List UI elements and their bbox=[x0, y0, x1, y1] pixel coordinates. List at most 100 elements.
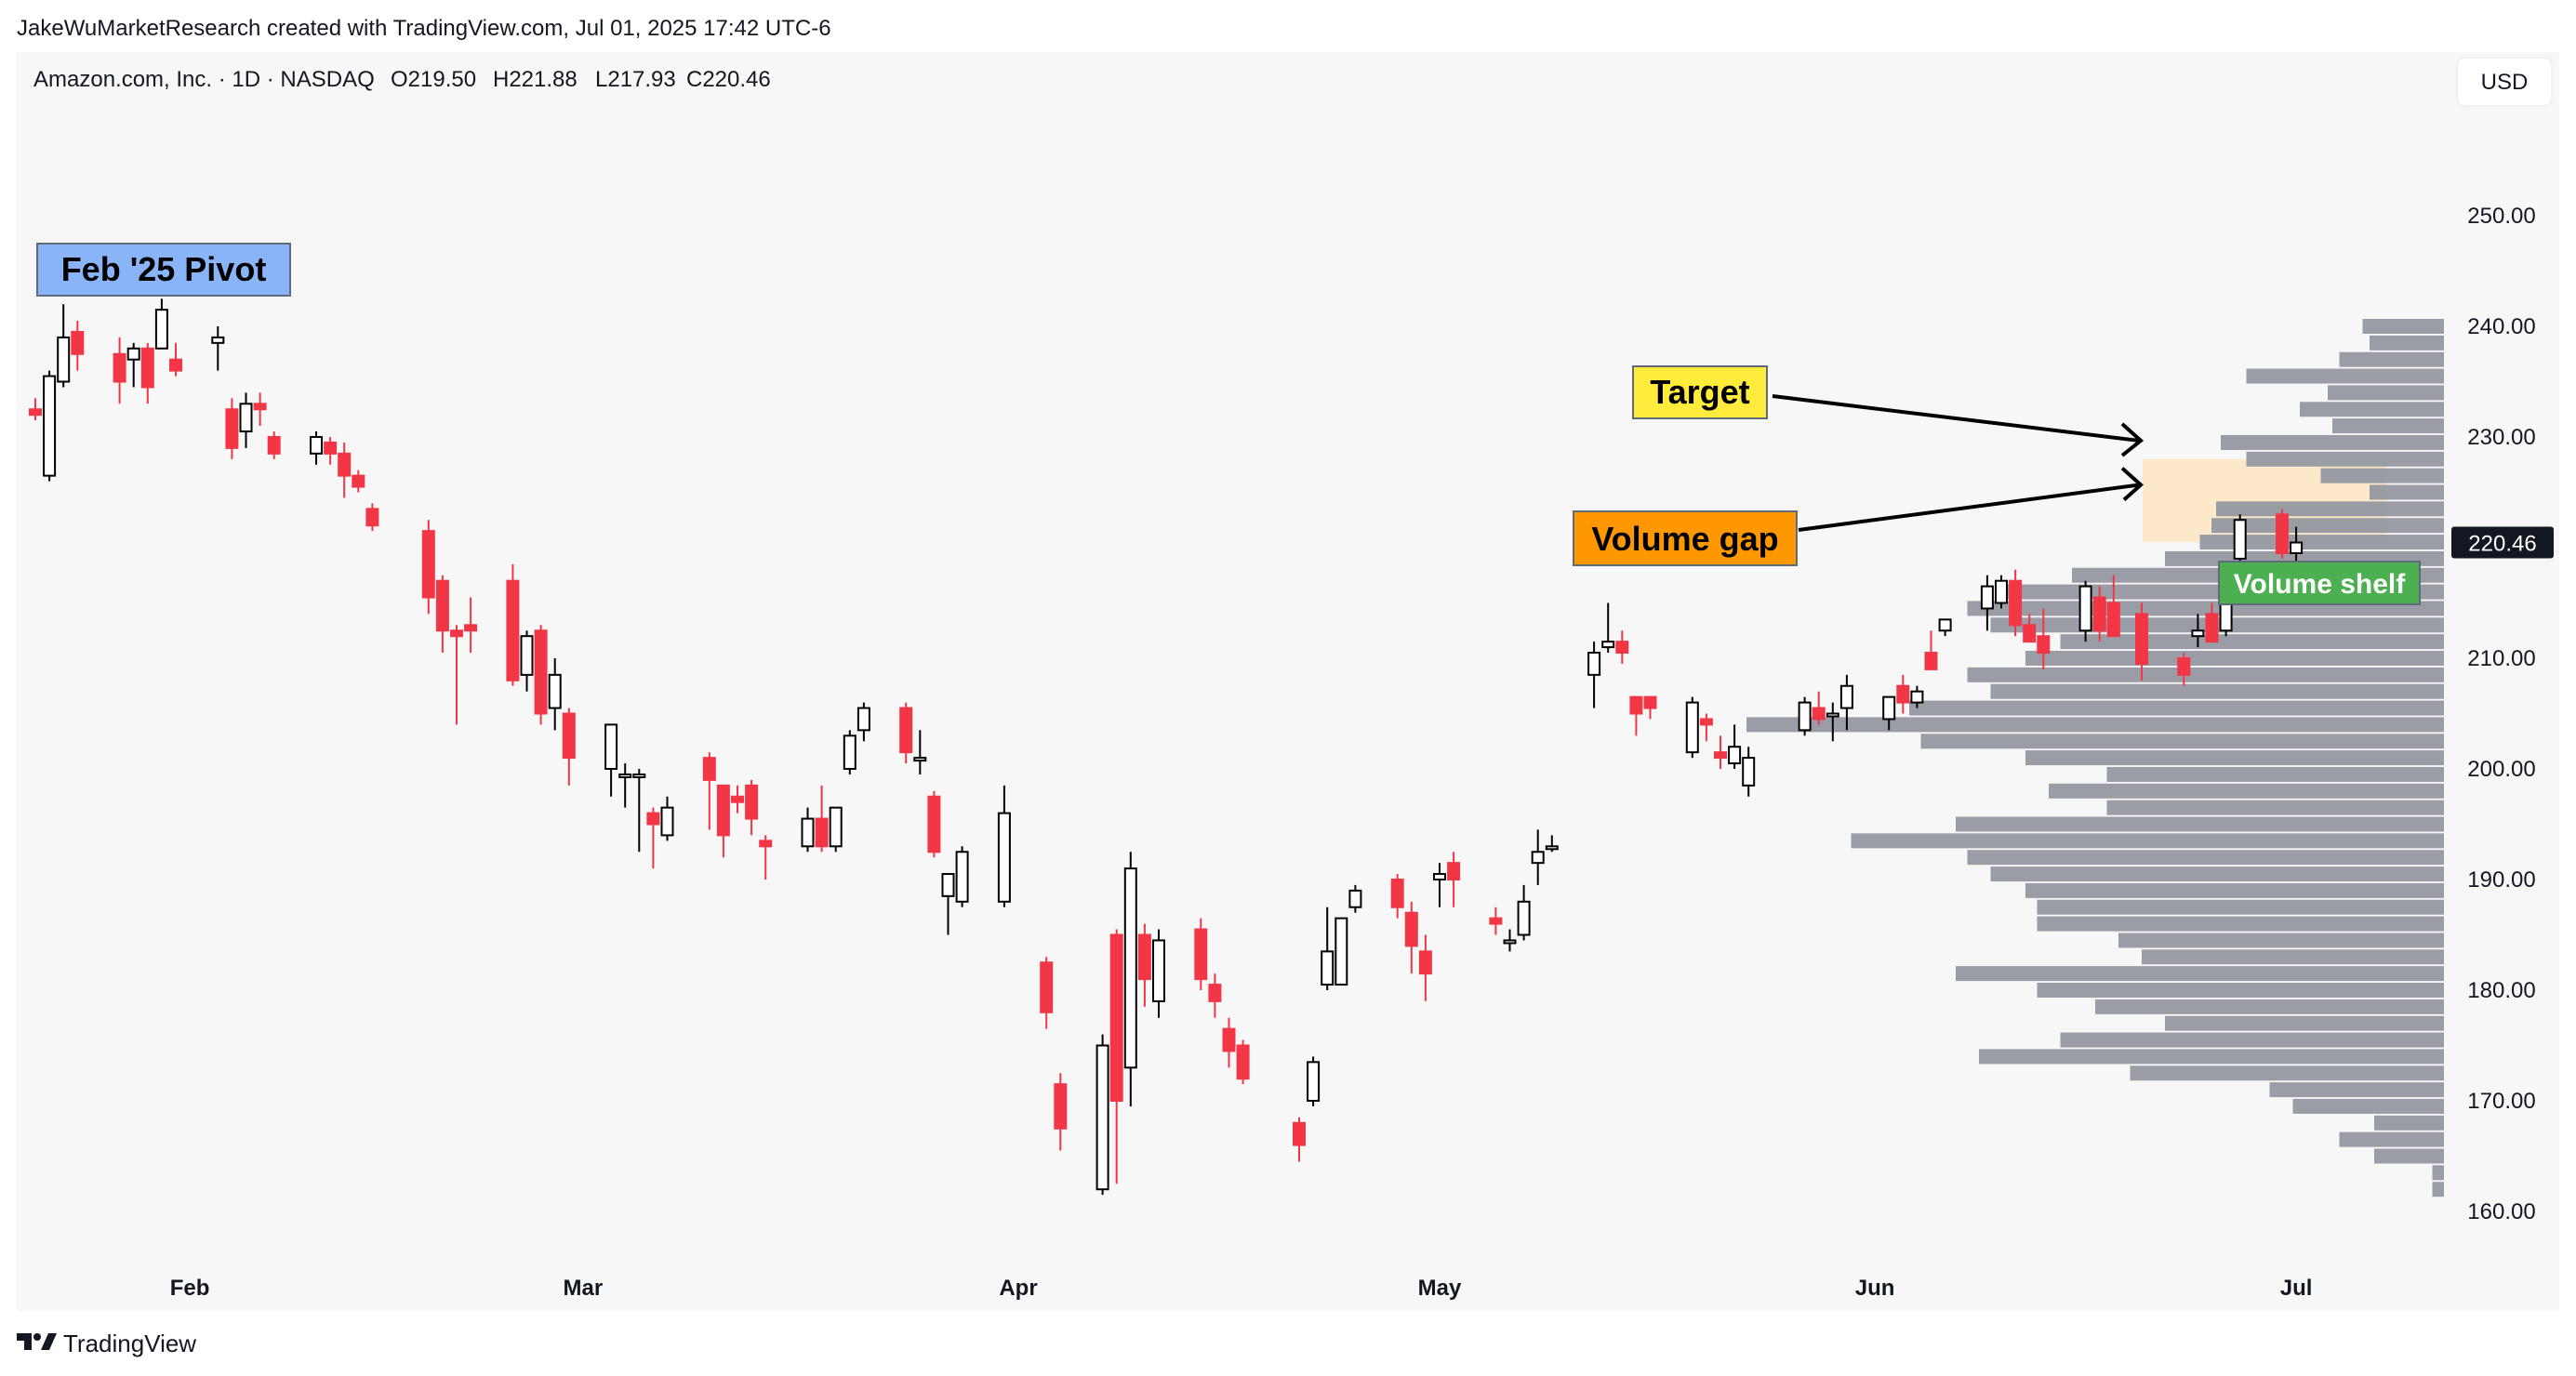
candle-body bbox=[646, 812, 660, 826]
candle-body bbox=[2037, 635, 2051, 655]
candle-body bbox=[2276, 513, 2289, 554]
symbol-info: Amazon.com, Inc. · 1D · NASDAQ bbox=[33, 67, 375, 92]
candle-body bbox=[1615, 641, 1629, 655]
target-arrow-line bbox=[1772, 394, 2140, 443]
gap-arrow-line bbox=[1798, 483, 2140, 532]
candle bbox=[113, 337, 126, 404]
candle bbox=[1208, 973, 1222, 1018]
legend-high: H221.88 bbox=[493, 67, 578, 92]
candle-body bbox=[169, 358, 182, 372]
volume-profile-bar bbox=[2060, 634, 2444, 650]
candle-body bbox=[1348, 889, 1362, 908]
candle bbox=[997, 785, 1011, 907]
volume-profile-bar bbox=[2060, 1032, 2444, 1048]
volume-profile-bar bbox=[2300, 402, 2444, 417]
candle bbox=[1390, 874, 1404, 919]
candle bbox=[43, 370, 57, 482]
candle bbox=[435, 575, 449, 654]
candle-body bbox=[618, 773, 632, 778]
candle bbox=[1685, 696, 1699, 759]
time-axis[interactable]: Feb Mar Apr May Jun Jul bbox=[170, 1276, 2313, 1301]
candle bbox=[815, 785, 829, 853]
candle-body bbox=[801, 817, 815, 848]
candle bbox=[1812, 691, 1826, 725]
candle-body bbox=[955, 851, 969, 903]
candle-body bbox=[435, 579, 449, 632]
volume-profile-bar bbox=[2292, 1098, 2444, 1114]
volume-profile-bar bbox=[2374, 1115, 2444, 1131]
candle bbox=[1348, 884, 1362, 913]
candle bbox=[57, 304, 71, 388]
annotations: Feb '25 Pivot Target Volume gap Volume shel… bbox=[36, 243, 2421, 605]
candle bbox=[1137, 923, 1151, 1007]
candle bbox=[1503, 929, 1517, 952]
candle bbox=[169, 342, 182, 377]
candle bbox=[239, 392, 253, 448]
candle-body bbox=[1995, 579, 2008, 604]
candle bbox=[1896, 674, 1910, 714]
candle-body bbox=[310, 436, 323, 455]
candle-body bbox=[267, 436, 281, 455]
candle-body bbox=[450, 629, 463, 638]
candle bbox=[2205, 602, 2219, 643]
tradingview-logo-mark bbox=[41, 1333, 57, 1350]
candle-body bbox=[520, 635, 534, 676]
candle-body bbox=[1040, 961, 1054, 1013]
volume-profile-bar bbox=[2025, 651, 2444, 666]
candle-body bbox=[113, 352, 126, 383]
candle bbox=[843, 730, 856, 774]
tradingview-logo[interactable]: TradingView bbox=[17, 1330, 196, 1357]
gap-label-box bbox=[1573, 510, 1798, 566]
volume-profile-bar bbox=[2332, 418, 2444, 434]
candle bbox=[1798, 696, 1812, 736]
current-price-tag bbox=[2451, 526, 2554, 559]
candle bbox=[2078, 580, 2092, 642]
candle bbox=[1152, 929, 1165, 1018]
candle-body bbox=[1714, 751, 1727, 760]
candle bbox=[1980, 575, 1994, 631]
price-tick-label: 240.00 bbox=[2467, 314, 2535, 339]
volume-profile-bar bbox=[2374, 1148, 2444, 1164]
candle bbox=[660, 796, 674, 841]
candle-body bbox=[126, 347, 140, 361]
volume-profile-bar bbox=[2370, 484, 2444, 500]
candle bbox=[365, 503, 379, 532]
shelf-label: Volume shelf bbox=[2234, 569, 2406, 600]
candle-body bbox=[1123, 867, 1137, 1069]
candle-body bbox=[548, 673, 562, 709]
candle-body bbox=[913, 757, 927, 762]
volume-profile-bar bbox=[2370, 335, 2444, 351]
candle-body bbox=[1222, 1027, 1236, 1052]
candle-body bbox=[941, 873, 955, 897]
candle-body bbox=[154, 309, 168, 350]
tradingview-logo-icon bbox=[17, 1333, 32, 1350]
candle-body bbox=[534, 629, 548, 715]
volume-profile-bar bbox=[2216, 501, 2444, 517]
target-arrow-head bbox=[2120, 422, 2144, 457]
candle bbox=[338, 442, 352, 498]
price-tick-label: 170.00 bbox=[2467, 1089, 2535, 1114]
price-tick-label: 180.00 bbox=[2467, 978, 2535, 1003]
candle bbox=[1601, 602, 1615, 654]
currency-button[interactable]: USD bbox=[2456, 57, 2553, 107]
candle bbox=[829, 806, 843, 853]
candle bbox=[2191, 614, 2205, 648]
currency-label[interactable]: USD bbox=[2481, 70, 2529, 95]
candle-body bbox=[365, 508, 379, 527]
volume-profile-bar bbox=[2106, 766, 2444, 782]
candle-body bbox=[2106, 602, 2120, 638]
candle-body bbox=[29, 408, 42, 417]
volume-profile-bar bbox=[2221, 434, 2444, 450]
candle bbox=[211, 326, 225, 371]
volume-profile-bar bbox=[1979, 1049, 2444, 1065]
price-axis[interactable]: 160.00 170.00 180.00 190.00 200.00 210.00 220.… bbox=[2467, 204, 2535, 1224]
price-tick-label: 160.00 bbox=[2467, 1199, 2535, 1224]
currency-button-bg[interactable] bbox=[2456, 57, 2553, 107]
candle-body bbox=[1236, 1044, 1250, 1080]
candle-body bbox=[421, 530, 435, 599]
candle-body bbox=[1587, 652, 1601, 676]
candle-body bbox=[745, 784, 759, 820]
candle-body bbox=[702, 757, 716, 781]
volume-profile-bar bbox=[1920, 734, 2444, 749]
